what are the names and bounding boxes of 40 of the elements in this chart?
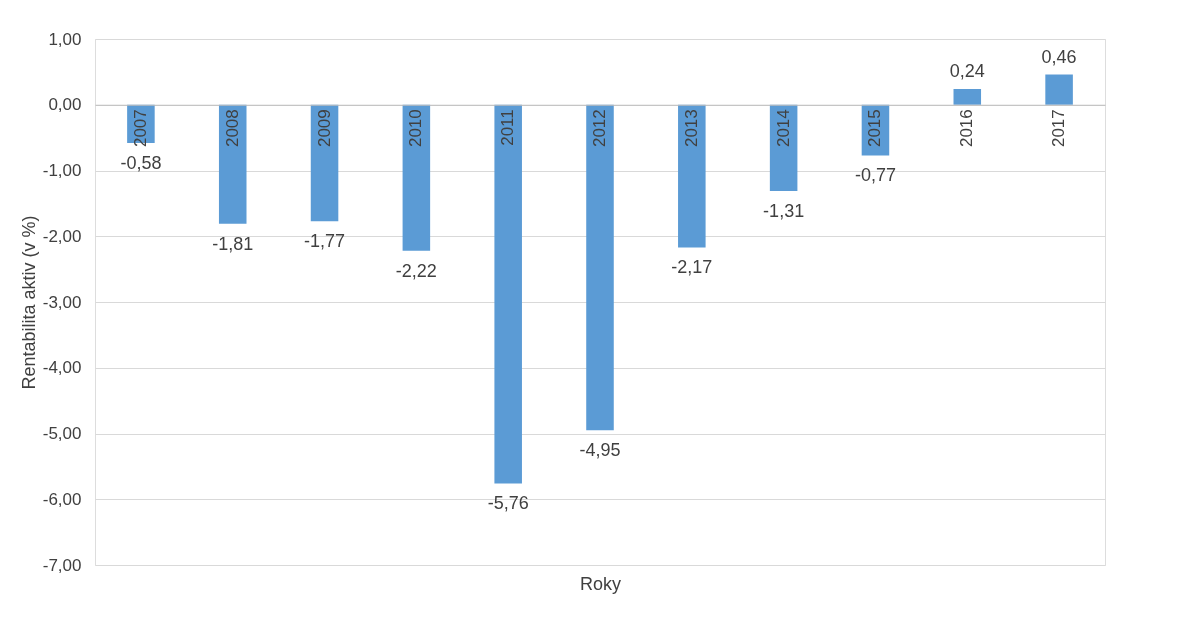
x-tick-label: 2010 <box>406 109 426 148</box>
data-label: 0,46 <box>1041 46 1077 67</box>
bar <box>1045 74 1073 105</box>
x-axis-title: Roky <box>579 573 622 594</box>
x-tick-label: 2013 <box>681 109 701 148</box>
data-label: -0,77 <box>854 165 896 186</box>
y-axis-title: Rentabilita aktiv (v %) <box>18 215 39 390</box>
data-label: -0,58 <box>120 152 162 173</box>
x-tick-label: 2012 <box>590 109 609 148</box>
data-label: -1,81 <box>212 233 254 254</box>
x-tick-label: 2008 <box>222 109 242 148</box>
x-tick-label: 2007 <box>130 109 150 148</box>
y-tick-label: -1,00 <box>42 161 82 180</box>
x-tick-label: 2009 <box>314 109 334 148</box>
bar <box>402 104 431 251</box>
x-tick-label: 2015 <box>865 109 885 148</box>
data-label: -1,77 <box>304 231 346 252</box>
y-tick-label: 0,00 <box>48 95 82 115</box>
y-tick-label: -4,00 <box>42 358 82 378</box>
y-tick-label: -7,00 <box>42 555 82 575</box>
bar <box>953 88 982 105</box>
data-label: 0,24 <box>949 60 985 81</box>
bar <box>586 104 614 431</box>
bar <box>494 104 522 484</box>
x-tick-label: 2016 <box>957 109 977 148</box>
y-tick-label: -6,00 <box>42 489 82 509</box>
y-tick-label: -2,00 <box>42 226 82 246</box>
bar <box>218 104 247 224</box>
data-label: -2,17 <box>671 257 713 278</box>
data-label: -1,31 <box>763 200 805 221</box>
y-tick-label: -5,00 <box>42 424 82 443</box>
y-tick-label: 1,00 <box>48 29 82 49</box>
y-tick-label: -3,00 <box>42 292 82 312</box>
bar <box>678 104 706 248</box>
data-label: -4,95 <box>579 440 621 461</box>
data-label: -5,76 <box>487 493 529 514</box>
x-tick-label: 2011 <box>498 109 518 146</box>
data-label: -2,22 <box>395 260 437 281</box>
x-tick-label: 2014 <box>773 109 793 148</box>
x-tick-label: 2017 <box>1049 109 1069 148</box>
